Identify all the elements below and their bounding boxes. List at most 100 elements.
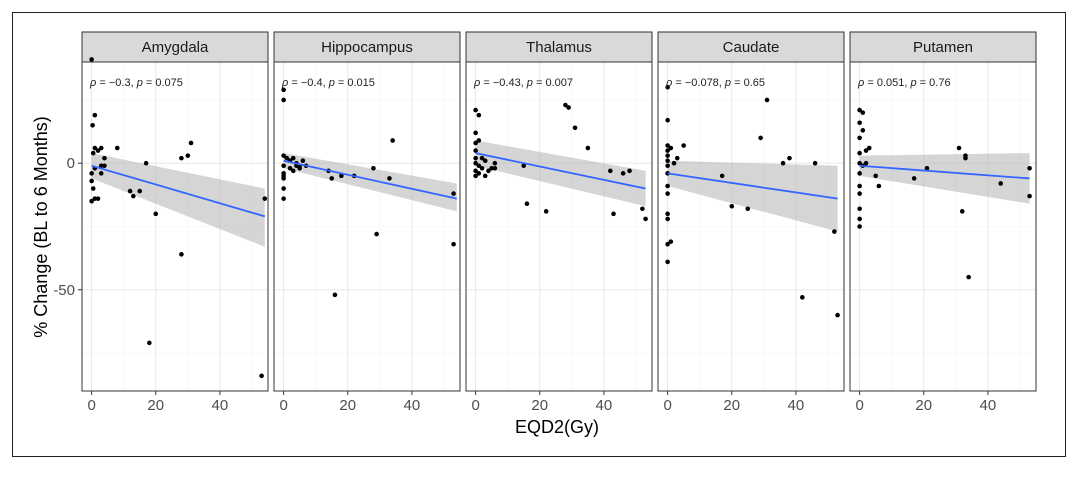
data-point [668,239,674,244]
data-point [131,193,136,199]
data-point [800,295,805,300]
data-point [185,153,191,158]
data-point [521,163,527,169]
panel-hippocampus: Hippocampus ρ = −0.4, p = 0.015 0 20 40 [273,31,461,414]
data-point [866,145,872,151]
data-point [473,130,478,136]
data-point [89,178,94,184]
confidence-band [667,160,838,232]
data-point [300,158,306,163]
data-point [620,171,626,176]
data-point [188,140,194,146]
y-axis-title: % Change (BL to 6 Months) [31,116,51,337]
data-point [476,138,482,143]
data-point [665,85,670,90]
data-point [259,373,264,379]
data-point [284,155,290,161]
data-point [92,196,98,201]
data-point [963,155,968,161]
correlation-annotation: ρ = −0.3, p = 0.075 [89,77,183,89]
confidence-band [859,153,1030,204]
data-point [287,165,293,171]
data-point [585,145,591,151]
x-tick-label: 40 [404,397,421,414]
data-point [671,160,677,166]
data-point [665,158,670,163]
data-point [147,340,152,346]
data-point [482,158,488,163]
panel-border [81,61,269,392]
data-point [665,148,670,153]
data-point [153,211,159,217]
strip-label: Hippocampus [321,39,413,56]
strip-header [849,31,1037,63]
data-point [857,206,862,212]
data-point [863,160,869,166]
panel-border [849,61,1037,392]
data-point [665,216,670,222]
data-point [1027,165,1032,171]
data-point [473,168,478,174]
data-point [857,107,862,113]
data-point [329,176,335,181]
data-point [473,107,478,113]
data-point [758,135,763,141]
data-point [476,163,482,169]
confidence-band [91,153,265,247]
data-point [479,155,485,161]
regression-line [859,164,1030,180]
correlation-annotation: ρ = −0.078, p = 0.65 [665,77,765,89]
data-point [98,163,104,169]
data-point [95,148,101,153]
x-tick-label: 40 [212,397,229,414]
data-point [860,128,866,133]
data-point [956,145,962,151]
data-point [764,97,770,103]
y-tick-label: 0 [67,155,75,172]
data-point [835,312,840,318]
strip-label: Caudate [723,39,780,56]
data-point [90,150,96,156]
data-point [127,188,133,194]
x-tick-label: 40 [788,397,805,414]
regression-line [91,164,266,218]
data-point [451,241,456,247]
data-point [524,201,530,207]
data-point [998,181,1004,186]
x-tick-label: 0 [663,397,671,414]
data-point [924,165,930,171]
regression-line [667,172,838,200]
data-point [390,138,395,143]
data-point [281,176,286,181]
data-point [143,160,149,166]
data-point [281,196,286,201]
panel-border [273,61,461,392]
data-point [863,148,869,153]
data-point [857,150,862,156]
data-point [473,140,478,146]
data-point [89,57,94,62]
data-point [89,171,94,176]
data-point [668,145,674,151]
data-point [297,165,302,171]
y-tick-label: -50 [53,282,75,299]
data-point [371,165,376,171]
panel-border [657,61,845,392]
data-point [543,209,549,214]
data-point [102,155,107,161]
data-point [479,165,485,171]
data-point [95,196,101,201]
data-point [665,241,670,247]
data-point [476,171,482,176]
data-point [665,191,670,196]
data-point [473,173,478,179]
panel-thalamus: Thalamus ρ = −0.43, p = 0.007 0 20 40 [465,31,653,414]
data-point [339,173,344,179]
data-point [473,155,478,161]
data-point [98,171,104,176]
data-point [281,97,286,103]
x-tick-label: 0 [855,397,863,414]
data-point [92,145,98,151]
data-point [857,224,862,229]
data-point [137,188,143,194]
